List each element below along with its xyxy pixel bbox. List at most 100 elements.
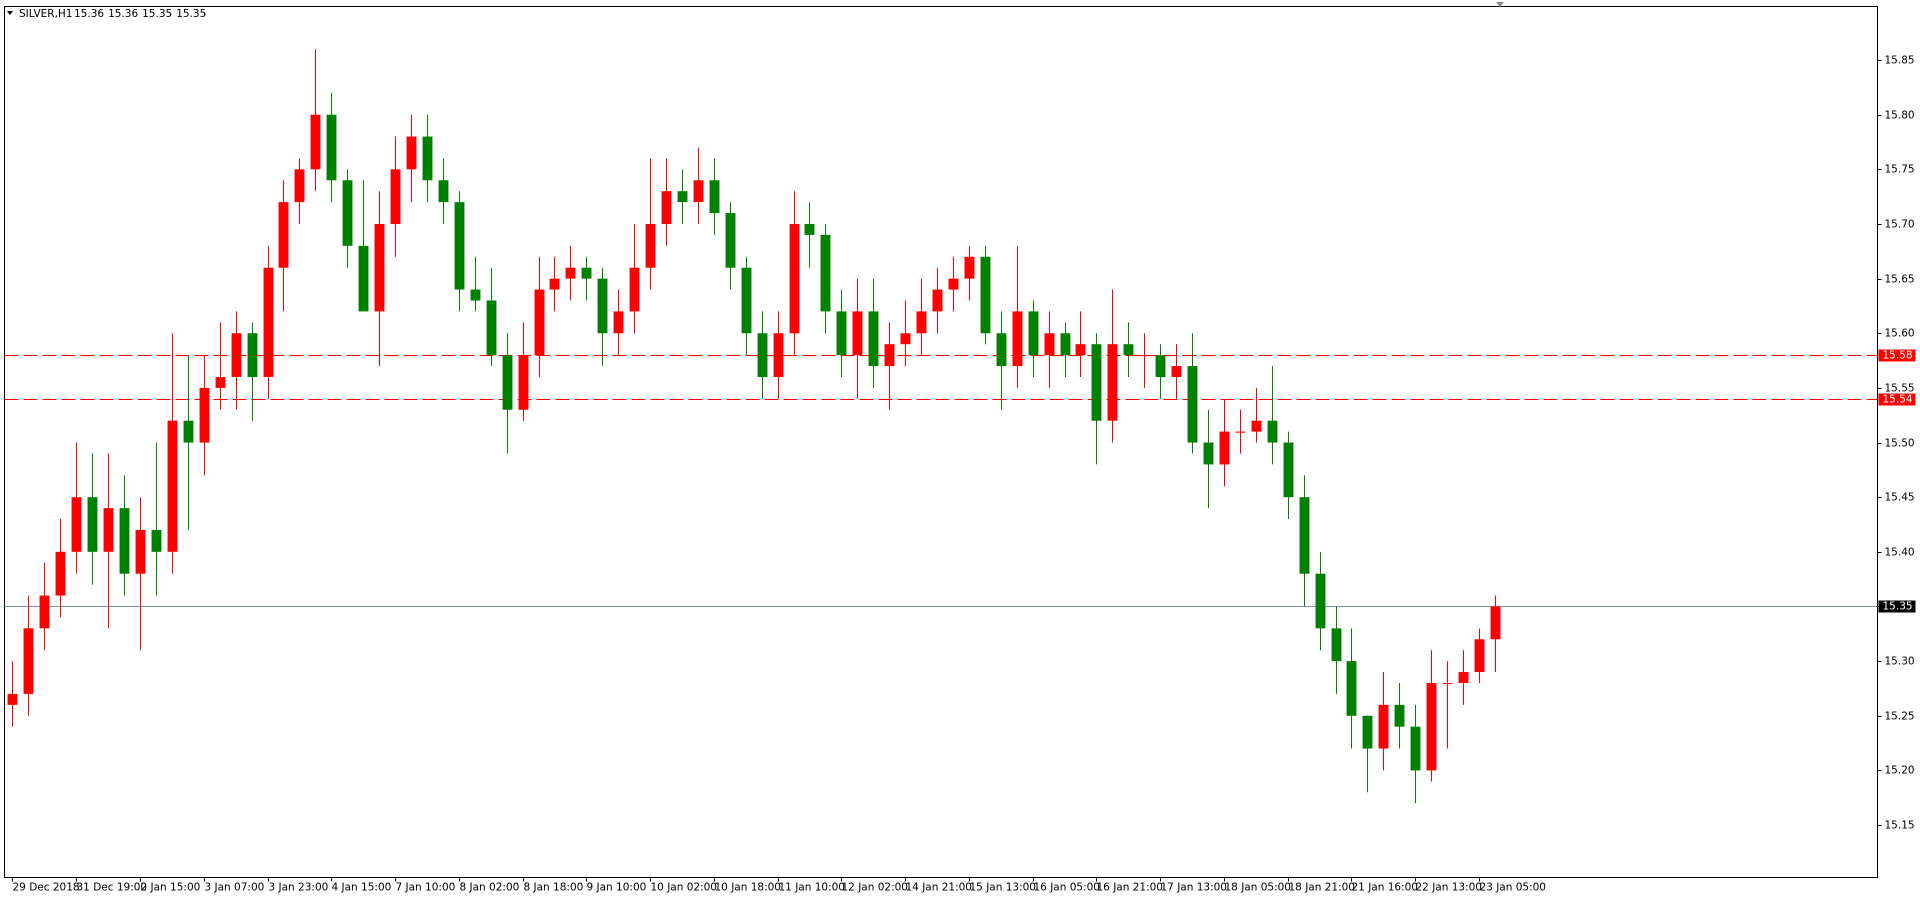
- x-tick-label: 29 Dec 2018: [13, 882, 80, 894]
- candle-body: [1139, 355, 1150, 357]
- candle-body: [1171, 366, 1182, 377]
- candle-body: [55, 551, 66, 596]
- candle-body: [725, 213, 736, 268]
- candle-body: [709, 180, 720, 214]
- candle-body: [597, 278, 608, 334]
- candle-body: [103, 508, 114, 552]
- candle-body: [661, 191, 672, 224]
- candle-body: [868, 311, 879, 367]
- x-tick-label: 23 Jan 05:00: [1480, 882, 1546, 894]
- candle-body: [167, 420, 178, 552]
- current-price-label: 15.35: [1883, 601, 1913, 613]
- header-values: 15.36 15.36 15.35 15.35: [74, 8, 206, 20]
- x-tick-label: 10 Jan 02:00: [651, 882, 717, 894]
- x-tick-label: 18 Jan 21:00: [1289, 882, 1355, 894]
- candle-body: [406, 136, 417, 170]
- candle-body: [1378, 704, 1389, 749]
- candle-body: [884, 344, 895, 367]
- y-tick-label: 15.75: [1885, 164, 1915, 176]
- y-tick-label: 15.65: [1885, 274, 1915, 286]
- candles: [7, 49, 1501, 804]
- x-tick-label: 22 Jan 13:00: [1416, 882, 1482, 894]
- current-price-tag: [1878, 600, 1916, 613]
- x-tick-label: 15 Jan 13:00: [970, 882, 1036, 894]
- candle-body: [804, 223, 815, 235]
- candle-body: [183, 420, 194, 443]
- x-tick-label: 14 Jan 21:00: [906, 882, 972, 894]
- candle-body: [358, 245, 369, 312]
- header-value: 15.36: [108, 8, 138, 20]
- candle-body: [87, 497, 98, 552]
- y-tick-label: 15.55: [1885, 383, 1915, 395]
- candle-body: [1410, 726, 1421, 771]
- candle-body: [247, 333, 258, 377]
- candle-body: [1442, 682, 1453, 684]
- candle-body: [1299, 497, 1310, 574]
- y-tick-label: 15.25: [1885, 711, 1915, 723]
- x-tick-label: 21 Jan 16:00: [1352, 882, 1418, 894]
- header-value: 15.35: [176, 8, 206, 20]
- candle-body: [1044, 333, 1055, 356]
- candle-body: [645, 223, 656, 268]
- symbol-title: SILVER,H1: [19, 8, 72, 20]
- candle-body: [820, 234, 831, 312]
- candle-body: [1490, 606, 1501, 640]
- candle-body: [119, 508, 130, 574]
- x-tick-label: 8 Jan 18:00: [524, 882, 584, 894]
- candle-body: [7, 693, 18, 705]
- candle-body: [1012, 311, 1023, 367]
- header-value: 15.36: [74, 8, 104, 20]
- level-tag: [1878, 393, 1916, 406]
- candle-body: [1028, 311, 1039, 356]
- candle-body: [1235, 431, 1246, 433]
- y-tick-label: 15.15: [1885, 820, 1915, 832]
- candle-body: [1123, 344, 1134, 356]
- candle-body: [1107, 344, 1118, 421]
- x-tick-label: 7 Jan 10:00: [396, 882, 456, 894]
- candle-body: [948, 278, 959, 290]
- candle-body: [1187, 366, 1198, 443]
- candle-body: [1331, 628, 1342, 662]
- candle-body: [1283, 442, 1294, 498]
- y-tick-label: 15.30: [1885, 656, 1915, 668]
- candle-body: [23, 628, 34, 694]
- collapse-arrow[interactable]: [7, 11, 13, 15]
- candle-body: [741, 267, 752, 334]
- shift-marker[interactable]: [1496, 2, 1504, 7]
- candle-body: [438, 180, 449, 203]
- x-tick-label: 16 Jan 21:00: [1097, 882, 1163, 894]
- y-tick-label: 15.20: [1885, 765, 1915, 777]
- x-tick-label: 9 Jan 10:00: [587, 882, 647, 894]
- x-tick-label: 18 Jan 05:00: [1225, 882, 1291, 894]
- x-tick-label: 3 Jan 23:00: [269, 882, 329, 894]
- candle-body: [932, 289, 943, 312]
- candle-body: [470, 289, 481, 301]
- candle-body: [1219, 431, 1230, 465]
- candle-body: [1426, 682, 1437, 771]
- candle-body: [1091, 344, 1102, 421]
- candle-body: [677, 191, 688, 203]
- candle-body: [549, 278, 560, 290]
- candle-body: [1251, 420, 1262, 432]
- candle-body: [263, 267, 274, 377]
- candle-body: [215, 376, 226, 388]
- candle-body: [278, 202, 289, 268]
- candle-body: [1362, 715, 1373, 749]
- candle-body: [294, 169, 305, 203]
- y-tick-label: 15.40: [1885, 547, 1915, 559]
- candle-body: [374, 223, 385, 312]
- y-tick-label: 15.60: [1885, 328, 1915, 340]
- y-tick-label: 15.50: [1885, 438, 1915, 450]
- candle-body: [1155, 355, 1166, 377]
- candle-body: [1203, 442, 1214, 465]
- candle-body: [71, 497, 82, 552]
- candle-body: [151, 529, 162, 552]
- candle-body: [1458, 672, 1469, 683]
- level-tag: [1878, 349, 1916, 362]
- candle-body: [534, 289, 545, 356]
- candle-body: [135, 529, 146, 574]
- x-tick-label: 10 Jan 18:00: [715, 882, 781, 894]
- candle-body: [916, 311, 927, 334]
- candle-body: [231, 333, 242, 377]
